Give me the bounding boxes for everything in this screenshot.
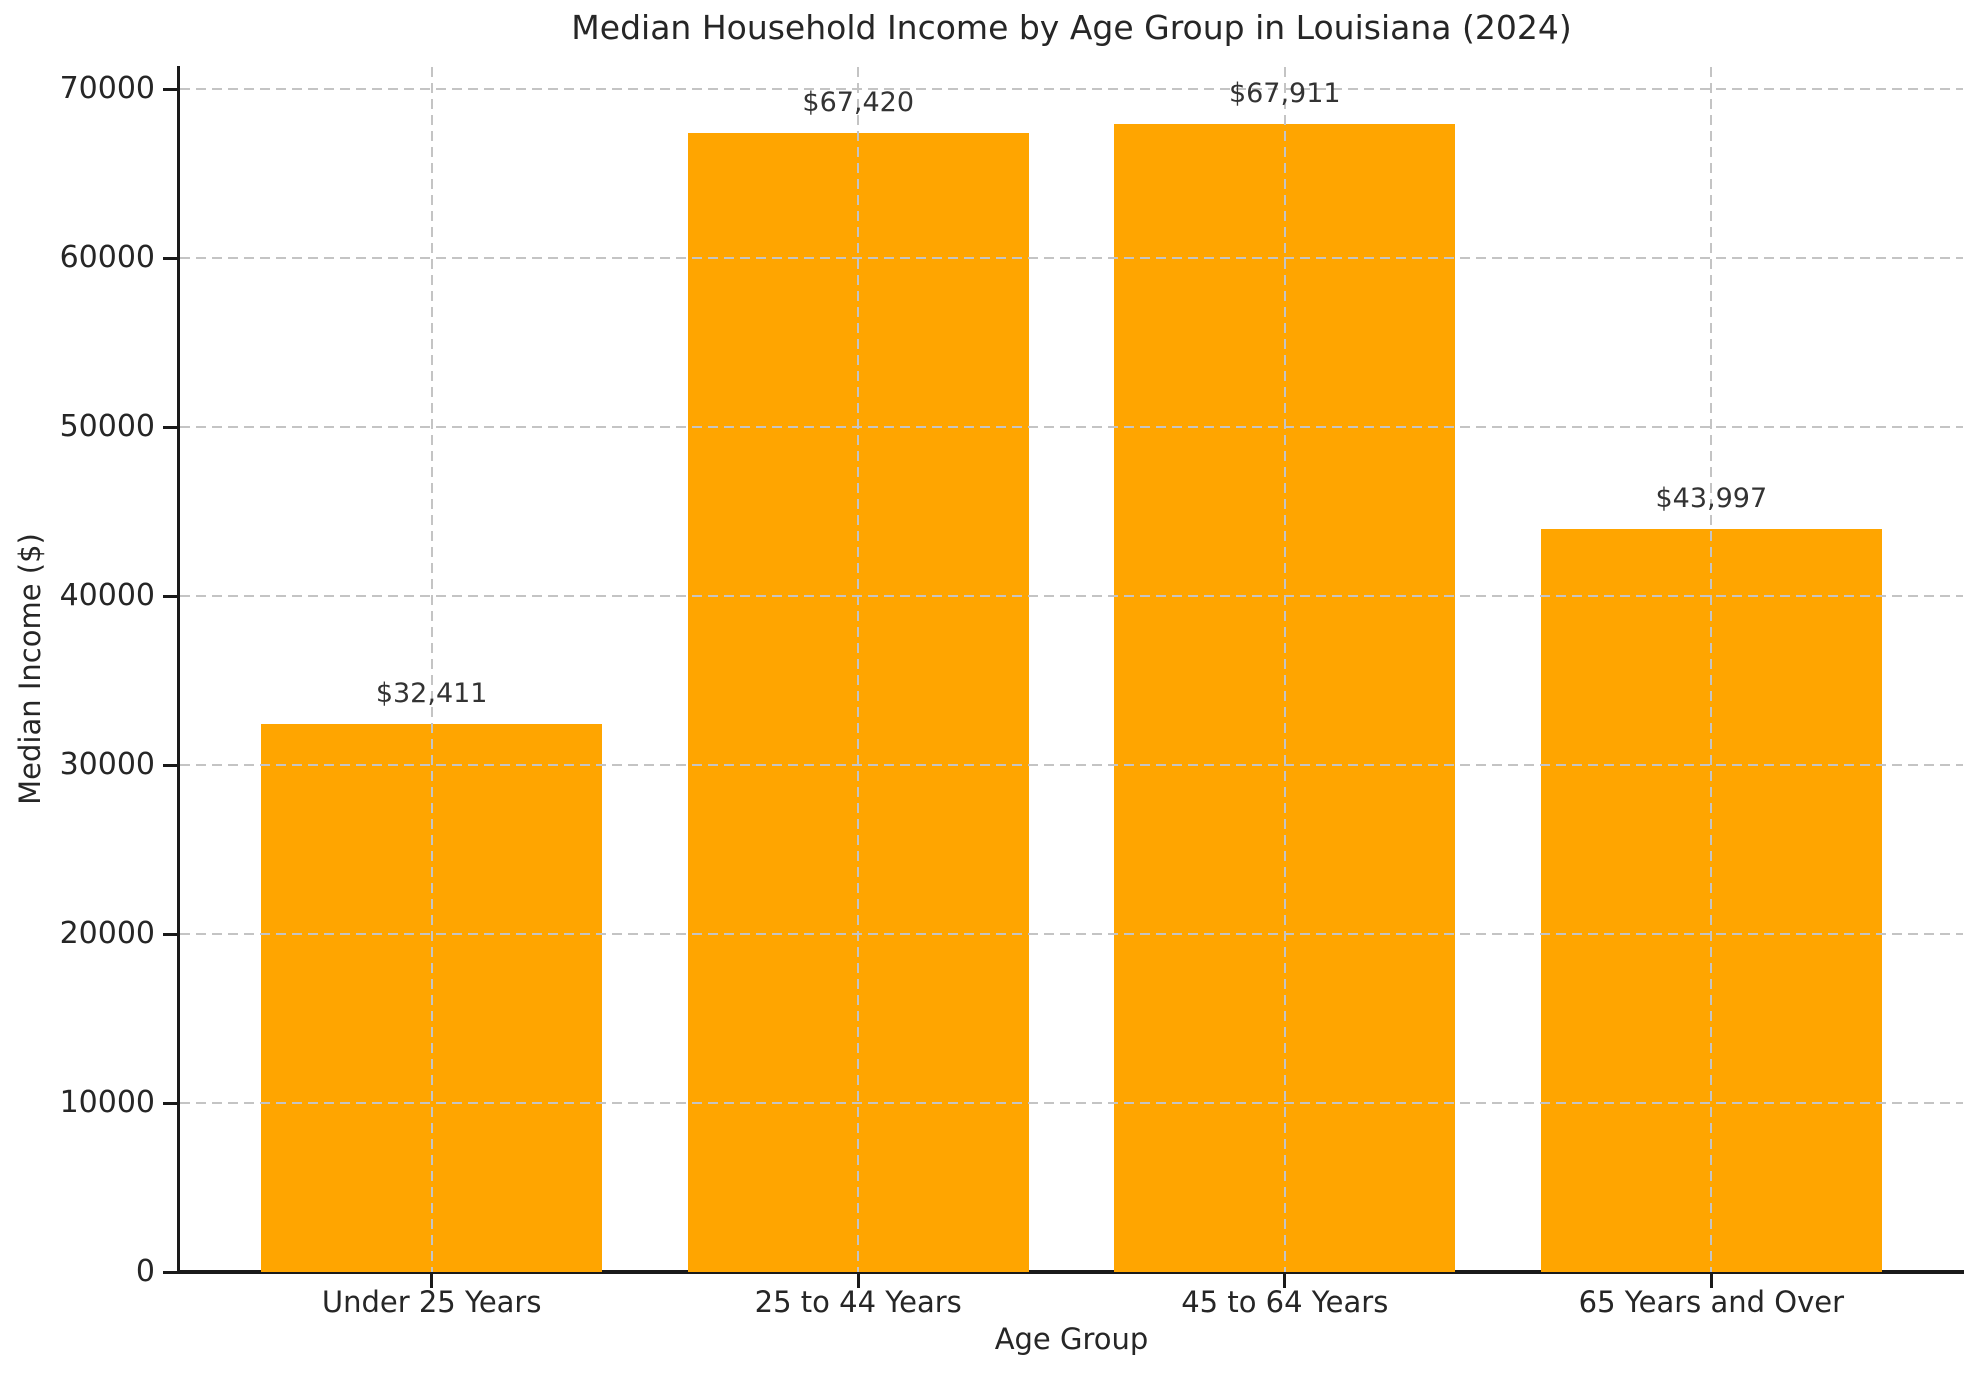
y-tick-mark [163,87,177,91]
x-tick-label: 65 Years and Over [1578,1285,1845,1319]
gridline-y [180,595,1963,598]
y-tick-mark [163,932,177,936]
x-tick-label: 45 to 64 Years [1181,1285,1389,1319]
chart-title: Median Household Income by Age Group in … [571,8,1572,47]
y-tick-label: 0 [135,1254,155,1289]
gridline-x [857,67,860,1272]
x-tick-label: Under 25 Years [321,1285,542,1319]
x-tick-mark [856,1274,860,1288]
y-tick-label: 60000 [59,240,155,276]
gridline-x [1283,67,1286,1272]
y-tick-label: 70000 [59,71,155,107]
x-axis-label: Age Group [994,1322,1149,1356]
gridline-y [180,426,1963,429]
y-tick-mark [163,1101,177,1105]
y-tick-label: 40000 [59,578,155,614]
y-tick-mark [163,256,177,260]
gridline-x [1710,67,1713,1272]
gridline-x [430,67,433,1272]
bar-value-label: $67,420 [802,86,915,118]
x-axis-spine [177,1270,1964,1274]
y-tick-label: 30000 [59,747,155,783]
y-tick-label: 10000 [59,1085,155,1120]
y-axis-spine [177,66,180,1274]
gridline-y [180,764,1963,767]
y-tick-label: 50000 [59,409,155,445]
x-tick-mark [1283,1274,1287,1288]
bar-value-label: $32,411 [375,678,488,710]
y-tick-label: 20000 [59,916,155,952]
y-tick-mark [163,594,177,598]
x-tick-label: 25 to 44 Years [754,1285,962,1319]
y-tick-mark [163,425,177,429]
x-tick-mark [430,1274,434,1288]
y-tick-mark [163,763,177,767]
x-tick-mark [1709,1274,1713,1288]
gridline-y [180,257,1963,260]
gridline-y [180,933,1963,936]
gridline-y [180,1102,1963,1104]
bar-value-label: $67,911 [1228,78,1341,110]
gridline-y [180,88,1963,91]
y-tick-mark [163,1270,177,1274]
bar-value-label: $43,997 [1655,482,1768,514]
